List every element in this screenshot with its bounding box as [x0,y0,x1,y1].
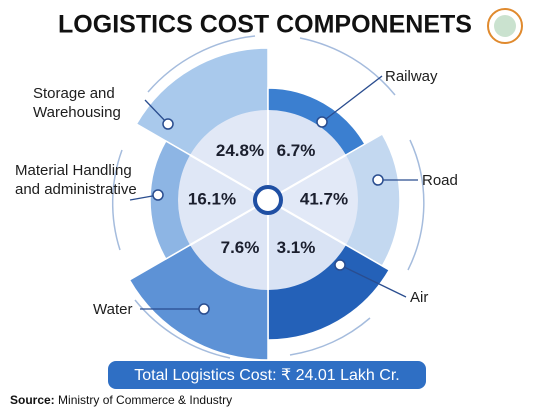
category-label: Material Handling and administrative [15,162,137,198]
category-label: Storage and Warehousing [33,85,121,121]
value-label: 16.1% [188,189,236,208]
marker [198,303,210,315]
source-text: Ministry of Commerce & Industry [58,393,232,407]
value-label: 6.7% [277,141,316,160]
category-label: Road [422,172,458,189]
marker [152,189,164,201]
marker [334,259,346,271]
category-label: Railway [385,68,438,85]
category-label: Water [93,301,133,318]
divider [189,199,269,246]
category-label: Air [410,289,429,306]
marker [372,174,384,186]
divider [267,199,347,246]
total-box [108,361,426,389]
chart-title: LOGISTICS COST COMPONENETS [58,11,472,39]
marker [162,118,174,130]
connector [321,75,383,123]
decorative-arcs [111,35,425,359]
value-label: 7.6% [221,238,260,257]
divider [267,154,347,201]
source: Source: Ministry of Commerce & Industry [10,393,232,407]
value-label: 24.8% [216,141,264,160]
connector [339,264,407,298]
marker [316,116,328,128]
divider [189,154,269,201]
logo [487,8,523,44]
value-label: 3.1% [277,238,316,257]
center-hole [253,185,283,215]
total-text: Total Logistics Cost: ₹ 24.01 Lakh Cr. [134,367,399,384]
source-label: Source: [10,393,55,407]
value-label: 41.7% [300,189,348,208]
